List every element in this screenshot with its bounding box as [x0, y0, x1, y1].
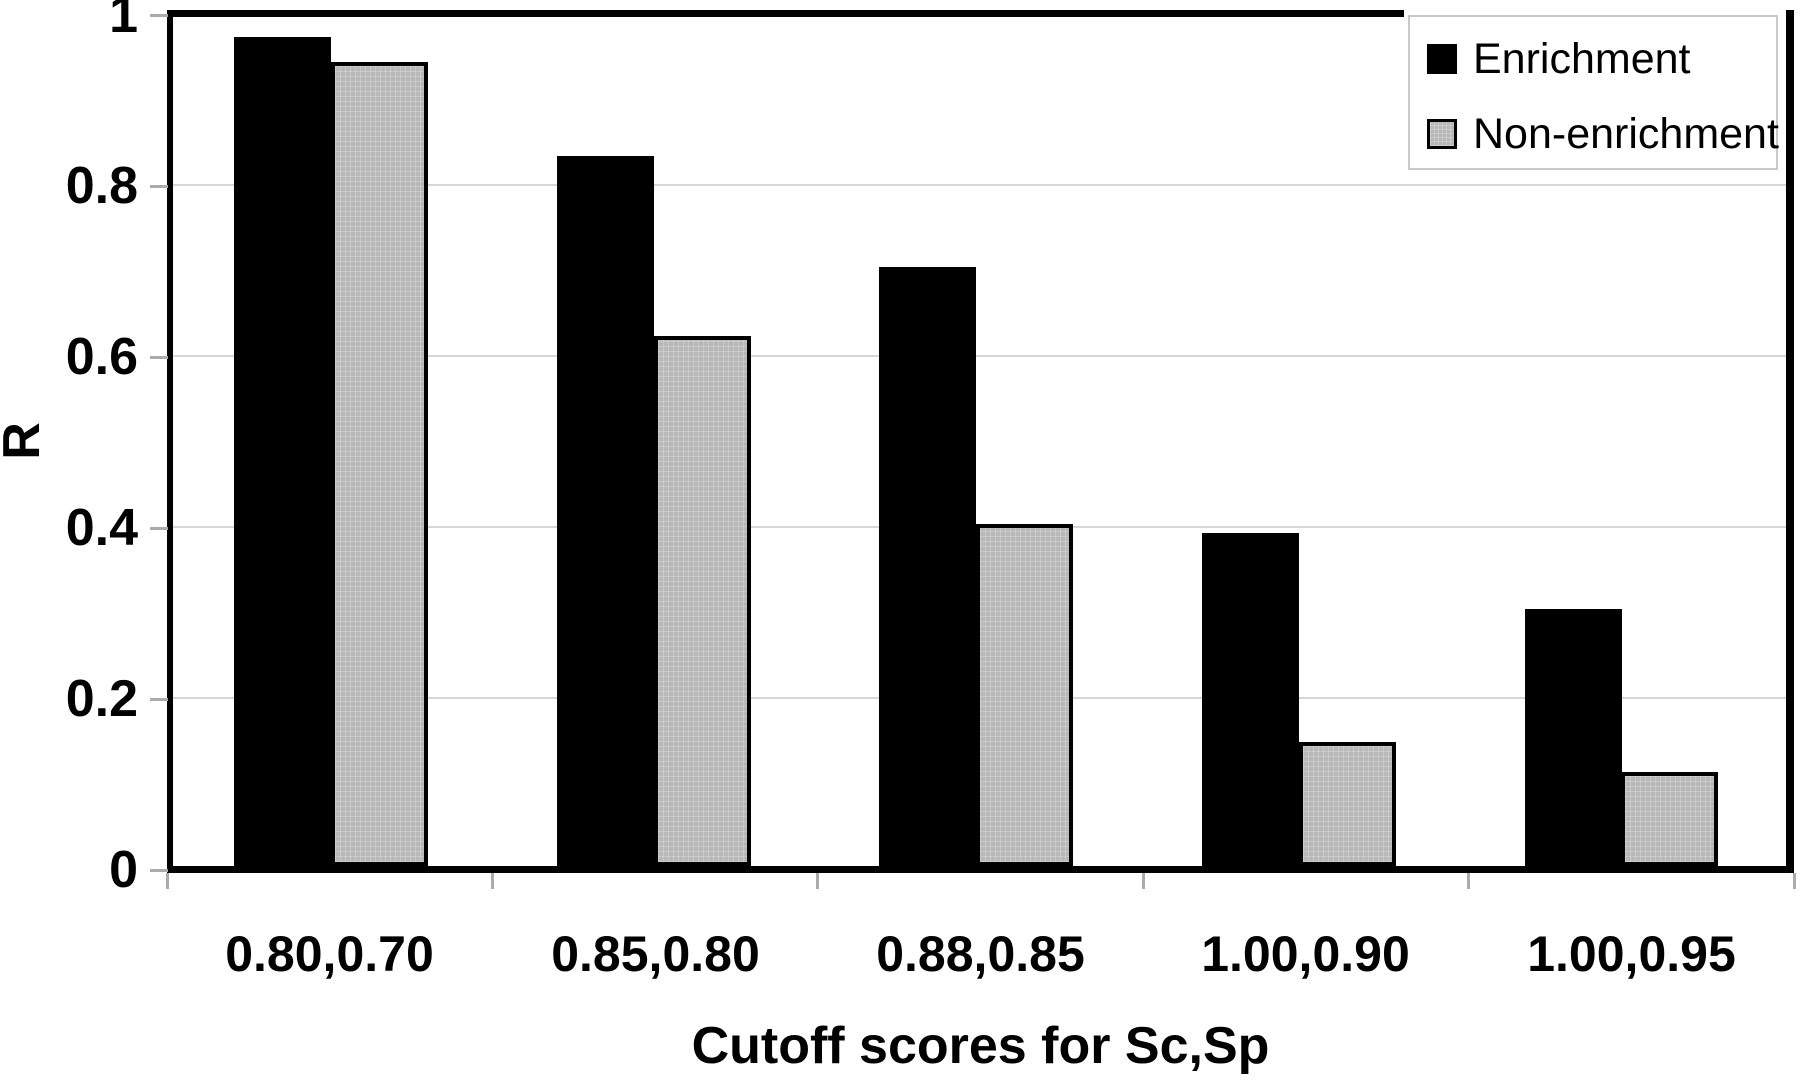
- x-tick-label-4: 1.00,0.95: [1527, 926, 1736, 982]
- bar-non-enrichment-0: [331, 62, 428, 866]
- x-tick-label-3: 1.00,0.90: [1201, 926, 1410, 982]
- bar-enrichment-2: [879, 267, 976, 866]
- y-tick-label-1: 1: [109, 0, 138, 44]
- gridline-0.8: [173, 184, 1786, 186]
- bar-non-enrichment-1: [654, 336, 751, 866]
- y-tick-0.4: [150, 527, 168, 530]
- y-tick-label-0.2: 0.2: [65, 670, 138, 728]
- x-tick-label-0: 0.80,0.70: [225, 926, 434, 982]
- bar-enrichment-4: [1525, 609, 1622, 866]
- y-tick-0.2: [150, 698, 168, 701]
- y-tick-label-0.6: 0.6: [65, 328, 138, 386]
- bar-non-enrichment-2: [976, 524, 1073, 866]
- bar-non-enrichment-4: [1621, 772, 1718, 866]
- legend-label-non-enrichment: Non-enrichment: [1473, 109, 1779, 158]
- x-tick-3: [1142, 873, 1145, 889]
- plot-inner-region: [173, 17, 1786, 866]
- y-tick-label-0: 0: [109, 841, 138, 899]
- bar-non-enrichment-3: [1299, 742, 1396, 866]
- x-axis-title: Cutoff scores for Sc,Sp: [691, 1017, 1270, 1075]
- x-tick-5: [1793, 873, 1796, 889]
- x-tick-1: [491, 873, 494, 889]
- legend-item-enrichment: Enrichment: [1410, 35, 1690, 83]
- x-tick-label-2: 0.88,0.85: [876, 926, 1085, 982]
- y-tick-0.8: [150, 185, 168, 188]
- y-axis-title: R: [0, 422, 52, 460]
- x-tick-4: [1467, 873, 1470, 889]
- bar-enrichment-1: [557, 156, 654, 866]
- y-tick-label-0.8: 0.8: [65, 157, 138, 215]
- legend-swatch-enrichment-icon: [1427, 44, 1457, 74]
- x-tick-2: [816, 873, 819, 889]
- legend-label-enrichment: Enrichment: [1473, 34, 1691, 83]
- legend-swatch-non-enrichment-icon: [1427, 119, 1457, 149]
- x-tick-0: [166, 873, 169, 889]
- legend: Enrichment Non-enrichment: [1408, 15, 1779, 170]
- gridline-0.6: [173, 355, 1786, 357]
- legend-item-non-enrichment: Non-enrichment: [1410, 110, 1779, 158]
- bar-enrichment-3: [1202, 533, 1299, 866]
- y-tick-0.6: [150, 356, 168, 359]
- x-tick-label-1: 0.85,0.80: [551, 926, 760, 982]
- y-tick-0: [150, 869, 168, 872]
- y-tick-label-0.4: 0.4: [65, 499, 138, 557]
- y-tick-1: [150, 14, 168, 17]
- bar-enrichment-0: [234, 37, 331, 866]
